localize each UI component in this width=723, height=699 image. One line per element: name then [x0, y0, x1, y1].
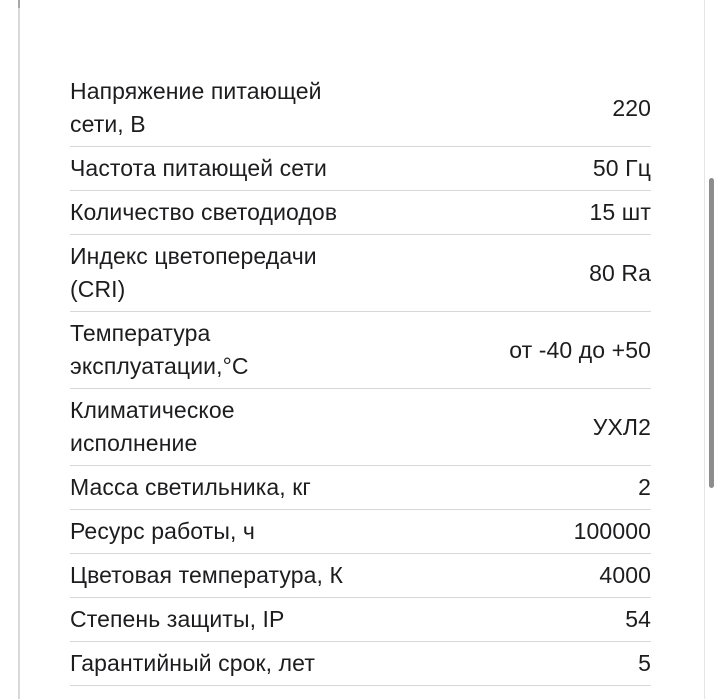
spec-value: 54 — [625, 606, 651, 632]
spec-row-led-count: Количество светодиодов 15 шт — [70, 191, 651, 235]
spec-row-ip-rating: Степень защиты, IP 54 — [70, 598, 651, 642]
spec-label: Количество светодиодов — [70, 199, 338, 225]
spec-label: Напряжение питающей сети, В — [70, 78, 322, 137]
spec-label: Индекс цветопередачи (CRI) — [70, 243, 317, 302]
spec-value: 50 Гц — [592, 155, 651, 181]
spec-value: 5 — [638, 650, 651, 676]
spec-row-voltage: Напряжение питающей сети, В 220 — [70, 70, 651, 147]
spec-row-service-life: Ресурс работы, ч 100000 — [70, 510, 651, 554]
spec-label: Частота питающей сети — [70, 155, 327, 181]
spec-value: УХЛ2 — [592, 413, 651, 440]
spec-value: 2 — [638, 474, 651, 500]
page-right-border — [704, 0, 705, 699]
scrollbar-thumb[interactable] — [709, 178, 714, 488]
spec-value: 100000 — [573, 518, 651, 544]
spec-row-cri: Индекс цветопередачи (CRI) 80 Ra — [70, 235, 651, 312]
page-left-border — [18, 0, 20, 699]
spec-value: 15 шт — [589, 199, 651, 225]
page-left-border-cap — [18, 0, 20, 8]
spec-value: от -40 до +50 — [509, 336, 651, 363]
spec-label: Степень защиты, IP — [70, 606, 285, 632]
spec-row-operating-temperature: Температура эксплуатации,°С от -40 до +5… — [70, 312, 651, 389]
spec-row-color-temperature: Цветовая температура, К 4000 — [70, 554, 651, 598]
spec-label: Масса светильника, кг — [70, 474, 311, 500]
spec-row-climatic-version: Климатическое исполнение УХЛ2 — [70, 389, 651, 466]
spec-label: Гарантийный срок, лет — [70, 650, 315, 676]
spec-label: Ресурс работы, ч — [70, 518, 256, 544]
specifications-table: Напряжение питающей сети, В 220 Частота … — [70, 70, 651, 686]
spec-label: Климатическое исполнение — [70, 397, 235, 456]
spec-row-weight: Масса светильника, кг 2 — [70, 466, 651, 510]
spec-row-frequency: Частота питающей сети 50 Гц — [70, 147, 651, 191]
spec-label: Цветовая температура, К — [70, 562, 343, 588]
spec-row-warranty: Гарантийный срок, лет 5 — [70, 642, 651, 686]
spec-value: 80 Ra — [589, 259, 651, 286]
spec-value: 4000 — [599, 562, 651, 588]
spec-label: Температура эксплуатации,°С — [70, 320, 249, 379]
spec-value: 220 — [612, 94, 651, 121]
